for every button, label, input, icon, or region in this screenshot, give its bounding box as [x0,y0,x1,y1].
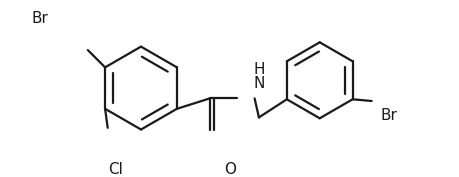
Text: Cl: Cl [108,162,123,177]
Text: Br: Br [380,108,397,123]
Text: H
N: H N [253,62,265,91]
Text: O: O [224,162,236,177]
Text: Br: Br [31,12,48,27]
